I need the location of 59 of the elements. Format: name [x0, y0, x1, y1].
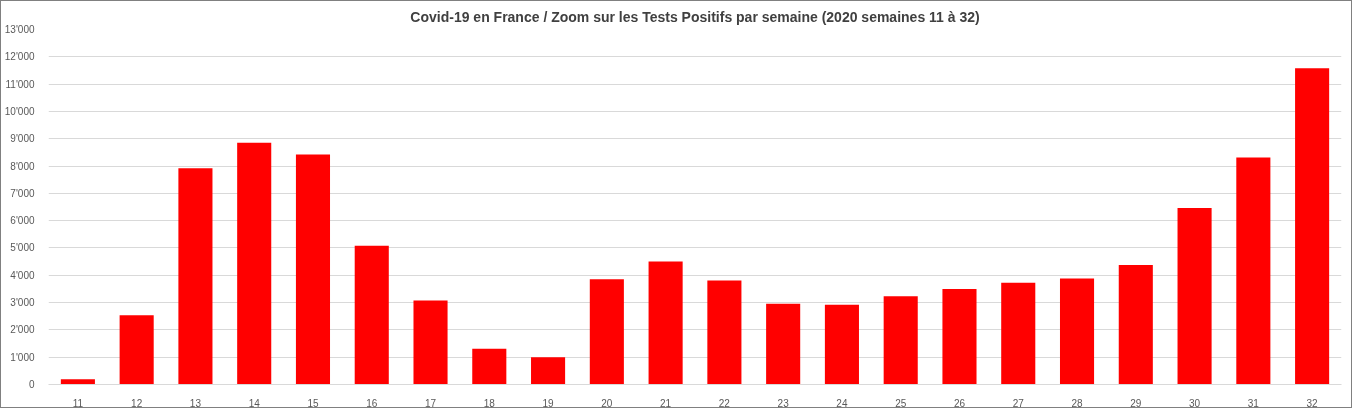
x-tick-label: 26	[953, 397, 966, 409]
bar	[237, 142, 272, 385]
x-tick-label: 31	[1247, 397, 1260, 409]
x-tick-label: 20	[601, 397, 613, 409]
y-tick-label: 9'000	[10, 133, 35, 145]
bar	[824, 304, 859, 385]
x-tick-label: 22	[718, 397, 731, 409]
bar	[60, 379, 95, 385]
x-tick-label: 21	[660, 397, 672, 409]
x-tick-label: 17	[424, 397, 437, 409]
y-tick-label: 12'000	[4, 51, 35, 63]
bar	[295, 154, 331, 385]
y-tick-label: 3'000	[10, 297, 35, 309]
y-tick-label: 6'000	[10, 215, 35, 227]
x-tick-label: 18	[483, 397, 496, 409]
bar	[589, 279, 624, 385]
x-tick-label: 15	[307, 397, 319, 409]
bar	[707, 280, 742, 385]
x-tick-label: 25	[895, 397, 907, 409]
x-tick-label: 28	[1071, 397, 1084, 409]
y-tick-label: 10'000	[4, 105, 35, 117]
x-tick-label: 12	[131, 397, 143, 409]
x-tick-label: 13	[189, 397, 202, 409]
y-tick-label: 11'000	[5, 78, 35, 90]
bar	[178, 168, 213, 385]
bar	[1295, 68, 1330, 385]
x-tick-label: 14	[248, 397, 261, 409]
bar	[1236, 157, 1271, 385]
x-tick-label: 19	[542, 397, 555, 409]
x-tick-label: 27	[1012, 397, 1025, 409]
bar	[1001, 282, 1036, 385]
bar	[119, 315, 154, 385]
bar	[354, 245, 389, 385]
y-tick-label: 13'000	[4, 24, 35, 35]
bar	[1177, 208, 1212, 385]
x-tick-label: 23	[777, 397, 790, 409]
y-tick-label: 1'000	[10, 351, 35, 363]
bar	[766, 303, 801, 385]
y-tick-label: 4'000	[10, 269, 35, 281]
y-tick-label: 7'000	[10, 187, 35, 199]
bar	[531, 357, 566, 385]
bar	[1059, 278, 1095, 385]
y-tick-label: 8'000	[10, 160, 35, 172]
x-tick-label: 29	[1130, 397, 1142, 409]
x-tick-label: 24	[836, 397, 848, 409]
bar	[472, 348, 507, 385]
x-tick-label: 11	[72, 397, 84, 409]
x-tick-label: 16	[366, 397, 378, 409]
y-tick-label: 2'000	[10, 324, 35, 336]
bar	[1118, 264, 1153, 385]
bar	[413, 300, 448, 385]
bar	[942, 288, 977, 385]
x-tick-label: 32	[1306, 397, 1319, 409]
chart-title: Covid-19 en France / Zoom sur les Tests Positifs par semaine (2020 semaines 11 à 32)	[410, 8, 980, 25]
y-tick-label: 5'000	[10, 242, 35, 254]
bar	[883, 296, 918, 385]
y-tick-label: 0	[28, 379, 35, 390]
bar	[648, 261, 683, 385]
x-tick-label: 30	[1189, 397, 1201, 409]
